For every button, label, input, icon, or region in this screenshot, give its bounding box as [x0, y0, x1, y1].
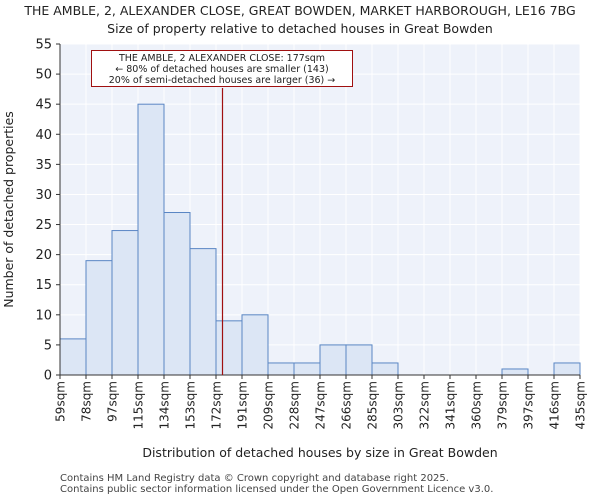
histogram-bar [501, 368, 529, 376]
histogram-bar [85, 260, 113, 376]
histogram-bar [371, 362, 399, 376]
x-tick-label: 153sqm [184, 381, 198, 429]
x-tick-label: 134sqm [158, 381, 172, 429]
x-tick-label: 191sqm [236, 381, 250, 429]
histogram-bar [345, 344, 373, 376]
histogram-bar [137, 103, 165, 376]
x-tick-label: 115sqm [132, 381, 146, 429]
y-tick-label: 50 [35, 68, 52, 83]
annotation-line-3: 20% of semi-detached houses are larger (… [108, 75, 336, 86]
x-tick-label: 97sqm [106, 381, 120, 422]
y-tick-label: 30 [35, 188, 52, 203]
chart-title: THE AMBLE, 2, ALEXANDER CLOSE, GREAT BOW… [24, 3, 576, 18]
x-tick-label: 435sqm [574, 381, 588, 429]
y-tick-label: 45 [35, 98, 52, 113]
x-tick-label: 78sqm [80, 381, 94, 422]
annotation-line-1: THE AMBLE, 2 ALEXANDER CLOSE: 177sqm [118, 53, 326, 64]
x-tick-label: 228sqm [288, 381, 302, 429]
annotation-line-2: ← 80% of detached houses are smaller (14… [115, 64, 329, 75]
y-tick-label: 0 [44, 369, 52, 384]
histogram-bar [163, 212, 191, 376]
y-tick-label: 35 [35, 158, 52, 173]
histogram-bar [111, 230, 139, 376]
x-tick-label: 172sqm [210, 381, 224, 429]
chart-subtitle: Size of property relative to detached ho… [107, 21, 493, 36]
x-tick-label: 247sqm [314, 381, 328, 429]
y-tick-label: 25 [35, 218, 52, 233]
footer-line-2: Contains public sector information licen… [60, 484, 494, 495]
x-tick-label: 266sqm [340, 381, 354, 429]
x-tick-label: 285sqm [366, 381, 380, 429]
histogram-bar [293, 362, 321, 376]
histogram-bar [319, 344, 347, 376]
x-tick-label: 209sqm [262, 381, 276, 429]
x-tick-label: 360sqm [470, 381, 484, 429]
annotation-box: THE AMBLE, 2 ALEXANDER CLOSE: 177sqm ← 8… [91, 50, 353, 87]
y-tick-label: 40 [35, 128, 52, 143]
y-tick-label: 15 [35, 278, 52, 293]
x-tick-label: 322sqm [418, 381, 432, 429]
y-tick-label: 10 [35, 308, 52, 323]
x-tick-label: 416sqm [548, 381, 562, 429]
histogram-bar [267, 362, 295, 376]
histogram-bar [553, 362, 581, 376]
x-tick-label: 59sqm [54, 381, 68, 422]
y-axis-label: Number of detached properties [1, 111, 16, 308]
histogram-bar [241, 314, 269, 376]
histogram-bar [59, 338, 87, 376]
footer-line-1: Contains HM Land Registry data © Crown c… [60, 473, 449, 484]
y-tick-label: 20 [35, 248, 52, 263]
x-tick-label: 303sqm [392, 381, 406, 429]
y-tick-label: 55 [35, 38, 52, 53]
histogram-bar [189, 248, 217, 376]
histogram-bar [215, 320, 243, 376]
x-tick-label: 341sqm [444, 381, 458, 429]
x-axis-label: Distribution of detached houses by size … [142, 445, 497, 460]
y-tick-label: 5 [44, 338, 52, 353]
x-tick-label: 397sqm [522, 381, 536, 429]
x-tick-label: 379sqm [496, 381, 510, 429]
